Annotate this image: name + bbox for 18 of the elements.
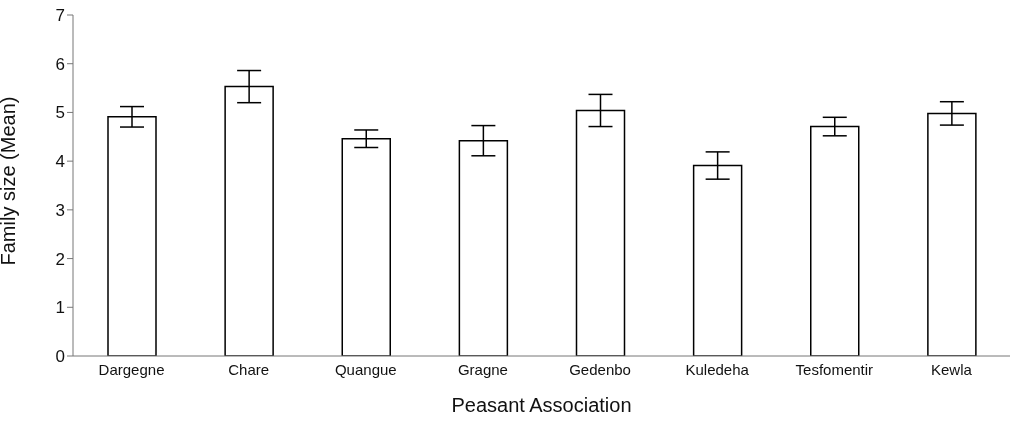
y-tick-label: 0 xyxy=(55,347,65,367)
x-tick-label: Tesfomentir xyxy=(795,360,874,378)
x-tick-label: Kewla xyxy=(931,360,973,378)
y-tick-label: 4 xyxy=(55,152,65,172)
y-tick-label: 3 xyxy=(55,200,65,220)
x-tick-label: Quangue xyxy=(334,360,397,378)
x-tick-label: Chare xyxy=(228,360,270,378)
y-tick-label: 2 xyxy=(55,249,65,269)
x-tick-label: Dargegne xyxy=(98,360,165,378)
x-tick-label: Gedenbo xyxy=(569,360,631,378)
x-tick-label: Kuledeha xyxy=(685,360,750,378)
x-axis-title: Peasant Association xyxy=(451,394,632,417)
y-tick-label: 6 xyxy=(55,54,65,74)
y-tick-label: 7 xyxy=(55,6,65,26)
y-tick-label: 5 xyxy=(55,103,65,123)
x-tick-label: Gragne xyxy=(457,360,508,378)
y-tick-label: 1 xyxy=(55,298,65,318)
y-axis-title: Family size (Mean) xyxy=(0,96,20,266)
